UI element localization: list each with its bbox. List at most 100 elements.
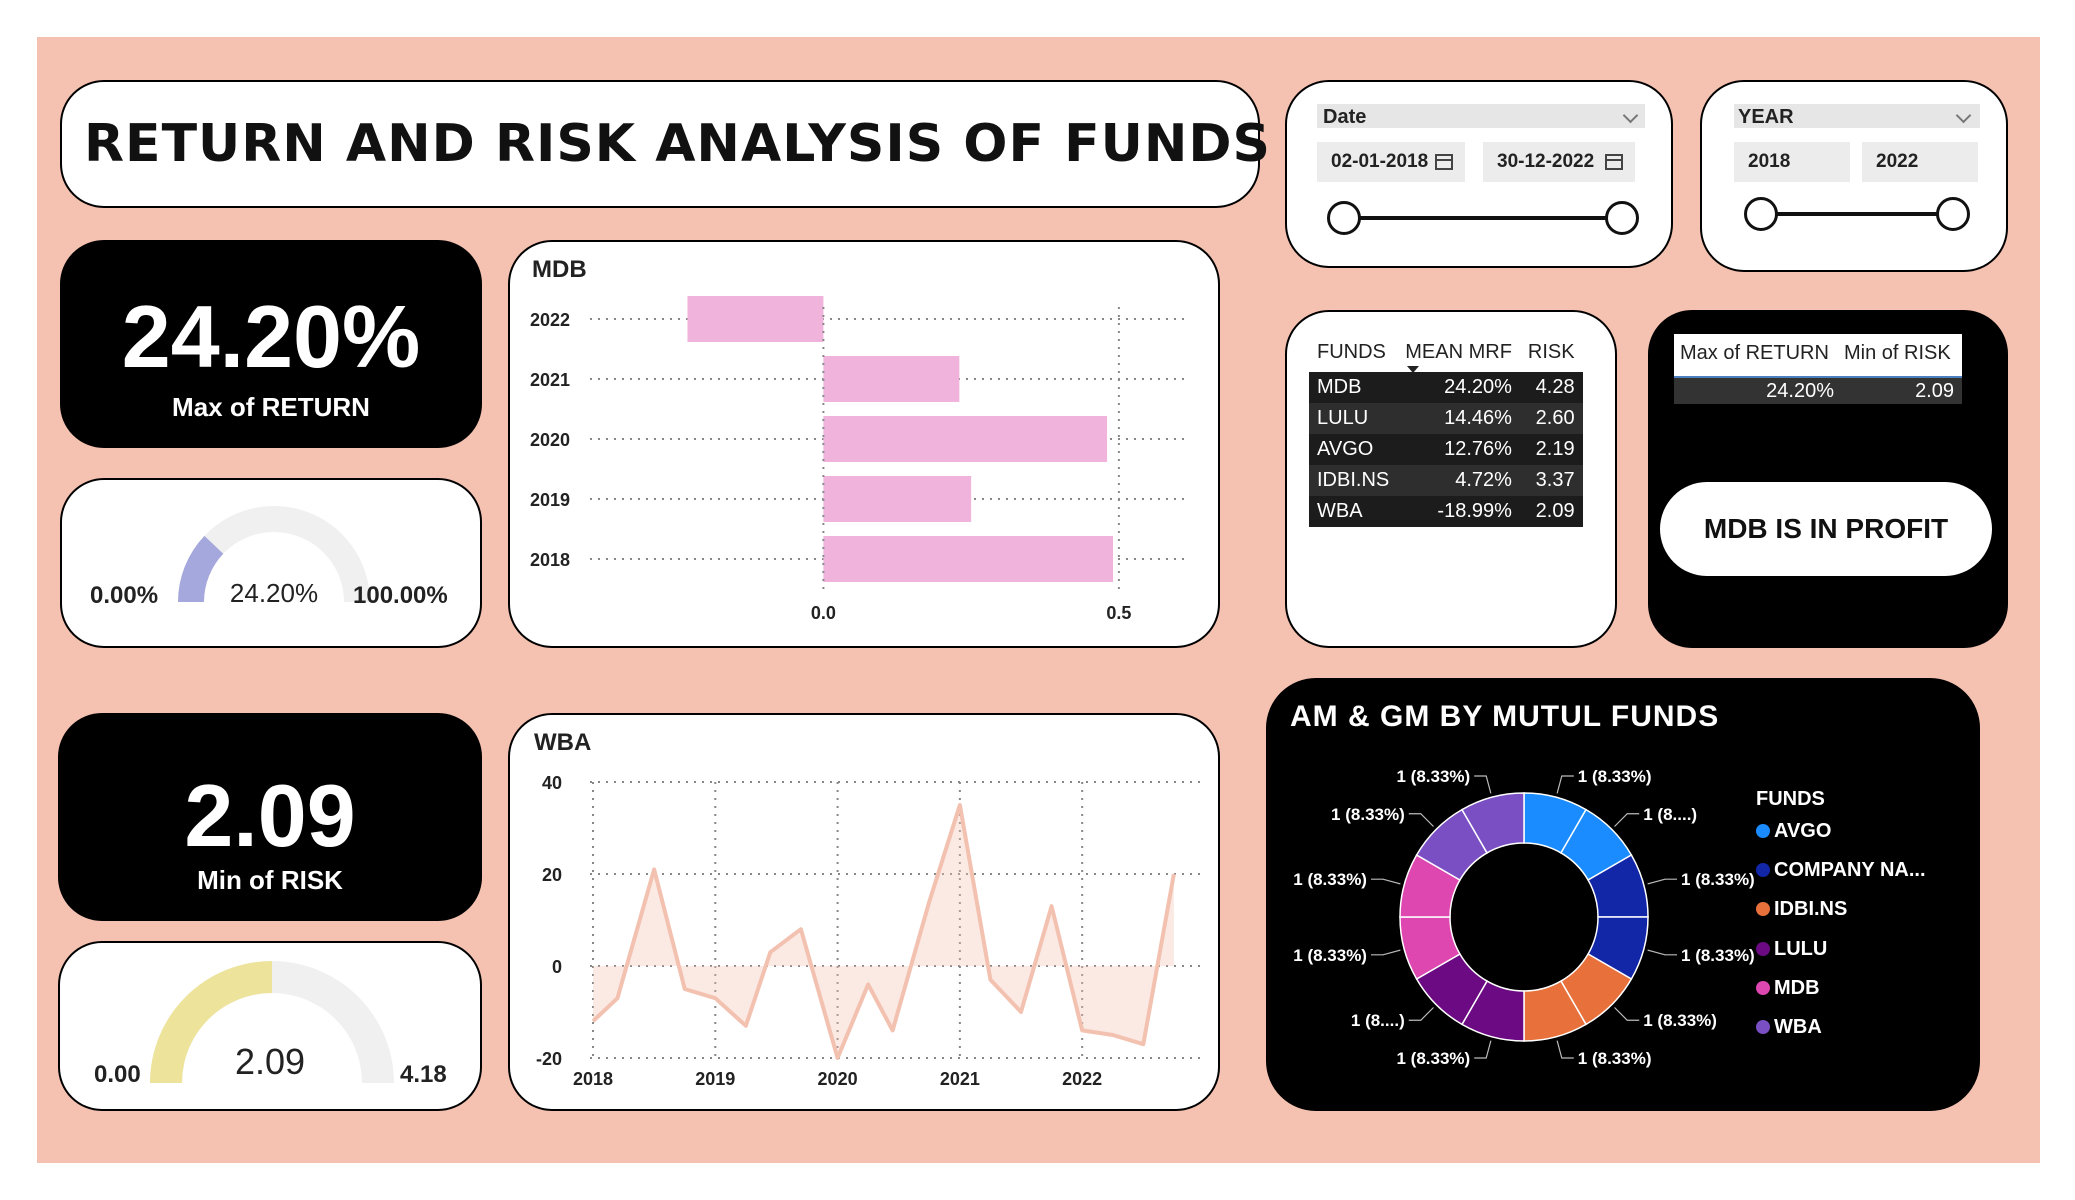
year-end-value: 2022	[1876, 151, 1919, 172]
data-label: 1 (8.33%)	[1331, 805, 1405, 824]
table-row[interactable]: IDBI.NS 4.72% 3.37	[1309, 465, 1583, 496]
table-cell: WBA	[1309, 496, 1398, 527]
bar	[687, 296, 824, 342]
table-cell: 2.60	[1519, 403, 1583, 434]
bar	[823, 416, 1108, 462]
table-cell: 24.20%	[1397, 372, 1520, 403]
category-label: 2018	[530, 550, 570, 570]
column-header-funds[interactable]: FUNDS	[1317, 340, 1386, 363]
summary-header-return[interactable]: Max of RETURN	[1680, 342, 1829, 364]
date-slicer-card[interactable]: Date 02-01-2018 30-12-2022	[1285, 80, 1673, 268]
series-line	[591, 803, 1176, 1060]
table-cell: MDB	[1309, 372, 1398, 403]
date-range-start-handle[interactable]	[1327, 201, 1361, 235]
date-range-end-handle[interactable]	[1605, 201, 1639, 235]
sort-descending-icon[interactable]	[1407, 366, 1420, 373]
tick-label: 0	[552, 957, 562, 977]
leader-line	[1614, 1007, 1640, 1021]
year-range-end-handle[interactable]	[1936, 197, 1970, 231]
year-range-start-handle[interactable]	[1744, 197, 1778, 231]
tick-label: 20	[542, 865, 562, 885]
tick-label: 2022	[1062, 1069, 1102, 1089]
data-label: 1 (8.33%)	[1643, 1011, 1717, 1030]
calendar-icon[interactable]	[1605, 154, 1623, 170]
gauge-risk-fill	[150, 961, 272, 1083]
table-cell: 2.19	[1519, 434, 1583, 465]
date-range-track[interactable]	[1345, 216, 1613, 220]
wba-chart-card[interactable]: WBA 40 20 0 -20 2018 2019 2020 2021 2022	[508, 713, 1220, 1111]
category-label: 2019	[530, 490, 570, 510]
leader-line	[1474, 775, 1492, 794]
gauge-risk	[150, 961, 394, 1083]
leader-line	[1370, 878, 1401, 885]
table-cell: 4.28	[1519, 372, 1583, 403]
table-cell: -18.99%	[1397, 496, 1520, 527]
gauge-return-card[interactable]: 0.00% 24.20% 100.00%	[60, 478, 482, 648]
summary-value-return: 24.20%	[1766, 380, 1834, 402]
tick-label: 0.5	[1106, 603, 1131, 623]
leader-line	[1647, 878, 1678, 885]
gauge-return-value: 24.20%	[229, 578, 319, 608]
gauge-risk-card[interactable]: 0.00 2.09 4.18	[58, 941, 482, 1111]
kpi-max-return-value: 24.20%	[121, 287, 421, 386]
summary-header-risk[interactable]: Min of RISK	[1844, 342, 1951, 364]
table-row[interactable]: MDB 24.20% 4.28	[1309, 372, 1583, 403]
leader-line	[1647, 949, 1678, 956]
legend-item-avgo[interactable]: AVGO	[1756, 820, 1831, 843]
legend-item-wba[interactable]: WBA	[1756, 1016, 1822, 1039]
year-end-input[interactable]: 2022	[1862, 142, 1978, 182]
date-end-input[interactable]: 30-12-2022	[1483, 142, 1635, 182]
table-cell: IDBI.NS	[1309, 465, 1398, 496]
table-row[interactable]: LULU 14.46% 2.60	[1309, 403, 1583, 434]
year-slicer-header[interactable]	[1734, 104, 1980, 128]
legend-dot	[1756, 1020, 1770, 1034]
data-label: 1 (8.33%)	[1578, 767, 1652, 786]
legend-item-lulu[interactable]: LULU	[1756, 938, 1827, 961]
kpi-min-risk-card[interactable]: 2.09 Min of RISK	[58, 713, 482, 921]
table-row[interactable]	[1674, 378, 1962, 404]
table-row[interactable]: AVGO 12.76% 2.19	[1309, 434, 1583, 465]
donut-chart-title: AM & GM BY MUTUL FUNDS	[1290, 700, 1720, 733]
data-label: 1 (8.33%)	[1397, 1049, 1471, 1068]
bar	[823, 536, 1113, 582]
legend-label: WBA	[1774, 1016, 1822, 1038]
data-label: 1 (8....)	[1351, 1011, 1405, 1030]
legend-dot	[1756, 981, 1770, 995]
legend-item-idbi[interactable]: IDBI.NS	[1756, 898, 1847, 921]
mdb-bar-chart: 2022 2021 2020 2019 2018 0.0 0.5	[530, 296, 1190, 623]
gauge-return-fill	[178, 535, 224, 602]
legend-title: FUNDS	[1756, 788, 1825, 810]
year-slicer-card[interactable]: YEAR 2018 2022	[1700, 80, 2008, 272]
leader-line	[1614, 813, 1640, 827]
date-slicer-header[interactable]	[1317, 104, 1645, 128]
calendar-icon[interactable]	[1435, 154, 1453, 170]
year-range-track[interactable]	[1764, 212, 1954, 216]
legend-label: IDBI.NS	[1774, 898, 1848, 920]
date-start-value: 02-01-2018	[1331, 151, 1429, 172]
donut-slice	[1460, 792, 1525, 854]
tick-label: 0.0	[811, 603, 836, 623]
legend-item-company[interactable]: COMPANY NA...	[1756, 859, 1926, 882]
legend-item-mdb[interactable]: MDB	[1756, 977, 1820, 1000]
legend-label: LULU	[1774, 938, 1828, 960]
legend-dot	[1756, 863, 1770, 877]
table-cell: 4.72%	[1397, 465, 1520, 496]
summary-card[interactable]: Max of RETURN Min of RISK 24.20% 2.09 MD…	[1648, 310, 2008, 648]
date-start-input[interactable]: 02-01-2018	[1317, 142, 1465, 182]
table-row[interactable]: WBA -18.99% 2.09	[1309, 496, 1583, 527]
funds-table-card[interactable]: FUNDS MEAN MRF RISK MDB 24.20% 4.28 LULU 14…	[1285, 310, 1617, 648]
leader-line	[1408, 813, 1434, 827]
table-cell: AVGO	[1309, 434, 1398, 465]
kpi-max-return-card[interactable]: 24.20% Max of RETURN	[60, 240, 482, 448]
mdb-chart-card[interactable]: MDB 2022 2021 2020 2019 2018 0.0 0.5	[508, 240, 1220, 648]
summary-value-risk: 2.09	[1915, 380, 1954, 402]
column-header-mean-mrf[interactable]: MEAN MRF	[1397, 332, 1520, 373]
summary-divider	[1674, 376, 1962, 378]
column-header-risk[interactable]: RISK	[1527, 340, 1575, 363]
table-cell: 12.76%	[1397, 434, 1520, 465]
year-start-input[interactable]: 2018	[1734, 142, 1850, 182]
donut-chart-card[interactable]: AM & GM BY MUTUL FUNDS 1 (8.33%) 1 (8....…	[1266, 678, 1980, 1111]
gauge-return-track	[178, 506, 370, 602]
profit-status-button[interactable]: MDB IS IN PROFIT	[1660, 482, 1992, 576]
kpi-max-return-label: Max of RETURN	[172, 392, 370, 422]
